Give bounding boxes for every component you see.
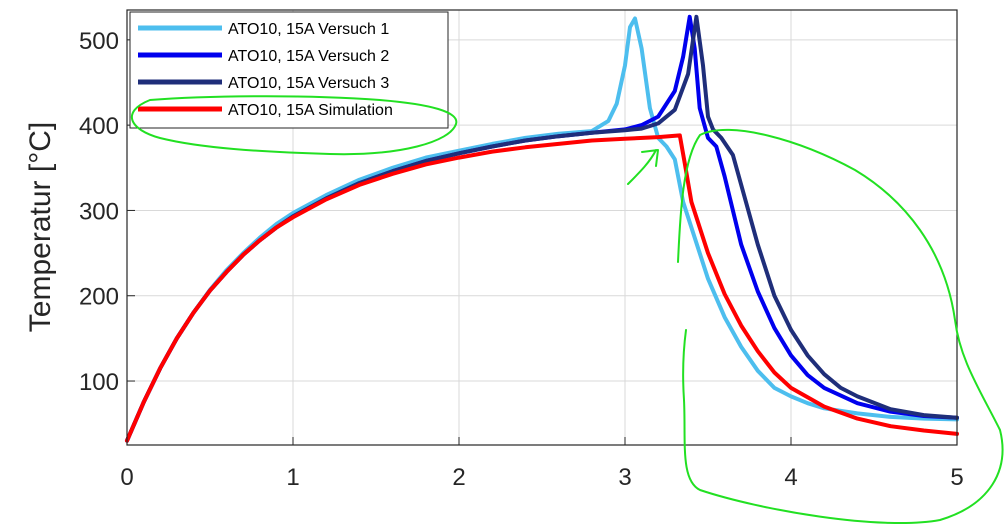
y-tick-label: 500 (79, 28, 119, 55)
y-tick-label: 400 (79, 113, 119, 140)
annotation-layer (130, 95, 1004, 525)
series-line-4 (125, 133, 959, 443)
x-tick-label: 5 (950, 464, 963, 491)
x-tick-label: 4 (784, 464, 797, 491)
legend-entry-label: ATO10, 15A Versuch 2 (228, 48, 389, 65)
plot-frame (126, 9, 958, 446)
axis-ticks: 0 1 2 3 4 5 100 200 300 400 500 (79, 28, 964, 491)
x-tick-label: 0 (120, 464, 133, 491)
y-tick-label: 300 (79, 198, 119, 225)
legend-entry-label: ATO10, 15A Versuch 1 (228, 21, 389, 38)
series-layer (125, 14, 959, 443)
annotation-loop (677, 128, 1004, 525)
y-axis-label: Temperatur [°C] (24, 122, 57, 332)
y-tick-label: 200 (79, 284, 119, 311)
annotation-arrow (627, 149, 659, 185)
legend-entry-label: ATO10, 15A Simulation (228, 102, 393, 119)
x-tick-label: 1 (286, 464, 299, 491)
annotation-ellipse (130, 95, 458, 156)
y-tick-label: 100 (79, 369, 119, 396)
x-tick-label: 2 (452, 464, 465, 491)
legend: ATO10, 15A Versuch 1 ATO10, 15A Versuch 2… (129, 11, 449, 129)
x-tick-label: 3 (618, 464, 631, 491)
legend-entry-label: ATO10, 15A Versuch 3 (228, 75, 389, 92)
